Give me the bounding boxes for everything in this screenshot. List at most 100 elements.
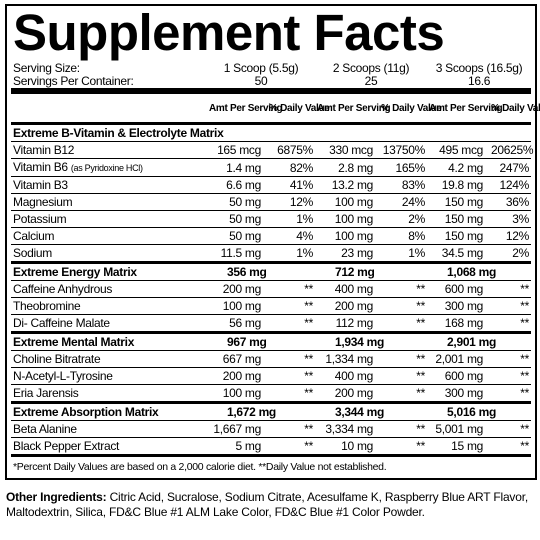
daily-value: ** bbox=[489, 350, 532, 368]
ingredient-label: Sodium bbox=[13, 246, 52, 260]
ingredient-label: Eria Jarensis bbox=[13, 386, 79, 400]
amount: 2.8 mg bbox=[315, 158, 380, 177]
daily-value: 4% bbox=[267, 227, 316, 245]
daily-value: ** bbox=[267, 367, 316, 385]
ingredient-row: Caffeine Anhydrous 200 mg ** 400 mg ** 600 mg… bbox=[11, 280, 532, 298]
amount: 50 mg bbox=[207, 227, 267, 245]
section-amount: 2,901 mg bbox=[427, 331, 532, 351]
other-text: Citric Acid, Sucralose, Sodium Citrate, … bbox=[6, 490, 528, 519]
ingredient-name: Eria Jarensis bbox=[11, 384, 207, 403]
ingredient-label: Calcium bbox=[13, 229, 55, 243]
ingredient-row: Di- Caffeine Malate 56 mg ** 112 mg ** 168 mg… bbox=[11, 314, 532, 333]
ingredient-note: (as Pyridoxine HCl) bbox=[70, 163, 143, 173]
amount: 15 mg bbox=[427, 437, 490, 456]
section-empty bbox=[315, 122, 428, 142]
ingredient-label: Beta Alanine bbox=[13, 422, 77, 436]
ingredient-row: Potassium 50 mg 1% 100 mg 2% 150 mg 3% bbox=[11, 210, 532, 228]
ingredient-row: Vitamin B12 165 mcg 6875% 330 mcg 13750% 495 … bbox=[11, 141, 534, 159]
header-amount: Amt Per Serving bbox=[207, 88, 283, 124]
serving-row: Servings Per Container: 50 25 16.6 bbox=[11, 75, 531, 91]
daily-value: ** bbox=[379, 437, 428, 456]
daily-value: 3% bbox=[489, 210, 532, 228]
amount: 1,334 mg bbox=[315, 350, 380, 368]
daily-value: 20625% bbox=[489, 141, 534, 159]
daily-value: 83% bbox=[379, 176, 428, 194]
ingredient-row: Sodium 11.5 mg 1% 23 mg 1% 34.5 mg 2% bbox=[11, 244, 532, 263]
daily-value: 165% bbox=[379, 158, 428, 177]
ingredient-label: Choline Bitratrate bbox=[13, 352, 101, 366]
amount: 56 mg bbox=[207, 314, 267, 333]
ingredient-label: Black Pepper Extract bbox=[13, 439, 120, 453]
serving-value: 16.6 bbox=[467, 74, 491, 88]
daily-value: 2% bbox=[379, 210, 428, 228]
amount: 330 mcg bbox=[315, 141, 380, 159]
section-row: Extreme Mental Matrix 967 mg 1,934 mg 2,901… bbox=[11, 331, 532, 351]
section-amount: 1,934 mg bbox=[315, 331, 428, 351]
ingredient-label: Magnesium bbox=[13, 195, 73, 209]
ingredient-row: Theobromine 100 mg ** 200 mg ** 300 mg ** bbox=[11, 297, 532, 315]
ingredient-row: Vitamin B6 (as Pyridoxine HCl) 1.4 mg 82% 2… bbox=[11, 158, 532, 177]
amount: 200 mg bbox=[315, 297, 380, 315]
header-spacer bbox=[11, 88, 207, 124]
daily-value: ** bbox=[267, 280, 316, 298]
amount: 1.4 mg bbox=[207, 158, 267, 177]
daily-value: ** bbox=[379, 420, 428, 438]
ingredient-row: Vitamin B3 6.6 mg 41% 13.2 mg 83% 19.8 mg 124% bbox=[11, 176, 532, 194]
daily-value: ** bbox=[489, 297, 532, 315]
amount: 100 mg bbox=[315, 193, 380, 211]
amount: 100 mg bbox=[315, 227, 380, 245]
header-dv: % Daily Value bbox=[489, 88, 540, 124]
header-dv: % Daily Value bbox=[379, 88, 442, 124]
ingredient-name: Beta Alanine bbox=[11, 420, 207, 438]
ingredient-label: Vitamin B6 bbox=[13, 160, 68, 174]
amount: 100 mg bbox=[207, 297, 267, 315]
ingredient-name: Potassium bbox=[11, 210, 207, 228]
amount: 168 mg bbox=[427, 314, 490, 333]
ingredient-row: Black Pepper Extract 5 mg ** 10 mg ** 15 mg ** bbox=[11, 437, 532, 456]
ingredient-row: Beta Alanine 1,667 mg ** 3,334 mg ** 5,001 mg… bbox=[11, 420, 532, 438]
title: Supplement Facts bbox=[13, 4, 445, 61]
daily-value: ** bbox=[489, 420, 532, 438]
amount: 5 mg bbox=[207, 437, 267, 456]
amount: 495 mcg bbox=[427, 141, 490, 159]
amount: 1,667 mg bbox=[207, 420, 267, 438]
supplement-facts-label: Supplement Facts Serving Size: 1 Scoop (5… bbox=[5, 4, 540, 480]
daily-value: ** bbox=[267, 420, 316, 438]
other-label: Other Ingredients: bbox=[6, 490, 107, 504]
ingredient-name: Vitamin B6 (as Pyridoxine HCl) bbox=[11, 158, 207, 177]
section-name: Extreme Mental Matrix bbox=[11, 331, 207, 351]
section-amount: 3,344 mg bbox=[315, 401, 428, 421]
daily-value: ** bbox=[379, 350, 428, 368]
amount: 50 mg bbox=[207, 193, 267, 211]
section-row: Extreme B-Vitamin & Electrolyte Matrix bbox=[11, 122, 532, 142]
section-name: Extreme B-Vitamin & Electrolyte Matrix bbox=[11, 122, 224, 142]
ingredient-label: Theobromine bbox=[13, 299, 81, 313]
amount: 2,001 mg bbox=[427, 350, 490, 368]
daily-value: 1% bbox=[267, 210, 316, 228]
header-amount: Amt Per Serving bbox=[315, 88, 391, 124]
daily-value: ** bbox=[267, 297, 316, 315]
facts-table: Serving Size: 1 Scoop (5.5g) 2 Scoops (11g… bbox=[11, 62, 540, 476]
daily-value: ** bbox=[379, 297, 428, 315]
daily-value: ** bbox=[379, 367, 428, 385]
amount: 112 mg bbox=[315, 314, 380, 333]
daily-value: ** bbox=[267, 350, 316, 368]
amount: 100 mg bbox=[207, 384, 267, 403]
section-amount: 967 mg bbox=[207, 331, 316, 351]
daily-value: 8% bbox=[379, 227, 428, 245]
amount: 600 mg bbox=[427, 280, 490, 298]
ingredient-label: Vitamin B12 bbox=[13, 143, 75, 157]
ingredient-row: Choline Bitratrate 667 mg ** 1,334 mg ** 2,00… bbox=[11, 350, 532, 368]
daily-value: ** bbox=[267, 314, 316, 333]
ingredient-row: N-Acetyl-L-Tyrosine 200 mg ** 400 mg ** 600 m… bbox=[11, 367, 532, 385]
serving-label: Servings Per Container: bbox=[13, 74, 134, 88]
serving-value: 25 bbox=[364, 74, 378, 88]
daily-value: 1% bbox=[379, 244, 428, 263]
daily-value: 2% bbox=[489, 244, 532, 263]
section-amount: 1,672 mg bbox=[207, 401, 316, 421]
amount: 11.5 mg bbox=[207, 244, 267, 263]
daily-value: ** bbox=[489, 280, 532, 298]
section-amount: 712 mg bbox=[315, 261, 428, 281]
amount: 400 mg bbox=[315, 280, 380, 298]
ingredient-label: Caffeine Anhydrous bbox=[13, 282, 113, 296]
